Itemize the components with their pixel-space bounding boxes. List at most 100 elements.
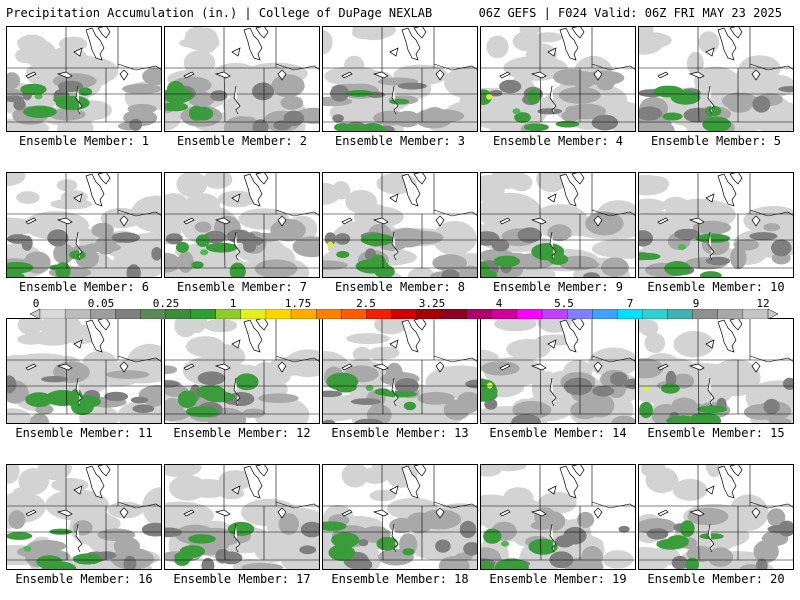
precip-contour <box>638 177 668 196</box>
precip-contour <box>82 350 118 377</box>
precip-contour <box>697 405 727 413</box>
precip-contour <box>49 264 68 271</box>
lake-outline <box>119 69 129 81</box>
lake-outline <box>559 465 579 499</box>
precip-contour <box>738 55 781 82</box>
panel-caption: Ensemble Member: 18 <box>331 572 469 586</box>
lake-outline <box>435 69 445 81</box>
precip-contour <box>638 518 677 535</box>
lake-outline <box>401 465 421 499</box>
precip-contour <box>341 464 369 488</box>
precip-contour <box>638 26 654 43</box>
precip-contour <box>355 259 389 274</box>
lake-outline <box>401 173 421 207</box>
precip-contour <box>535 32 563 43</box>
lake-outline <box>85 319 105 353</box>
ensemble-panel: Ensemble Member: 5 <box>638 26 794 157</box>
lake-outline <box>73 193 83 203</box>
precip-contour <box>354 418 384 424</box>
precip-contour <box>300 521 320 538</box>
precip-contour <box>666 535 689 549</box>
precip-contour <box>638 106 663 121</box>
precip-contour <box>486 93 493 100</box>
state-border <box>697 172 700 269</box>
precip-contour <box>23 105 57 119</box>
state-border <box>749 209 794 217</box>
precip-map <box>164 172 320 278</box>
precip-contour <box>778 520 794 537</box>
precip-contour <box>83 242 122 253</box>
precip-contour <box>200 249 209 256</box>
precip-contour <box>570 400 601 420</box>
lake-outline <box>688 71 705 79</box>
lake-outline <box>233 523 241 553</box>
legend-label: 1.75 <box>284 297 312 310</box>
map-frame <box>6 172 162 278</box>
precip-contour <box>175 241 189 253</box>
precip-contour <box>164 464 202 478</box>
lake-outline <box>214 363 231 371</box>
panel-caption: Ensemble Member: 3 <box>334 134 466 148</box>
precip-contour <box>771 239 792 257</box>
precip-contour <box>322 182 341 205</box>
precip-contour <box>284 349 320 378</box>
legend-arrow <box>30 309 41 319</box>
precip-contour <box>687 507 729 526</box>
lake-outline <box>277 361 287 373</box>
precip-contour <box>707 547 734 567</box>
lake-outline <box>119 215 129 227</box>
precip-contour <box>486 382 493 389</box>
state-border <box>433 501 478 509</box>
precip-contour <box>699 271 722 278</box>
precip-contour <box>638 119 675 132</box>
precip-contour <box>514 112 531 123</box>
state-border <box>117 501 162 509</box>
lake-outline <box>391 231 399 261</box>
legend-swatch <box>441 309 468 319</box>
precip-contour <box>585 211 624 236</box>
lake-outline <box>593 361 603 373</box>
lake-outline <box>559 27 579 61</box>
precip-contour <box>563 526 587 545</box>
precip-contour <box>254 259 298 278</box>
lake-outline <box>243 27 263 61</box>
legend-label: 0.05 <box>87 297 115 310</box>
panel-caption: Ensemble Member: 12 <box>173 426 311 440</box>
lake-outline <box>751 507 761 519</box>
lake-outline <box>547 339 557 349</box>
lake-outline <box>56 363 73 371</box>
precip-contour <box>195 234 210 247</box>
precip-map <box>638 26 794 132</box>
lake-outline <box>73 485 83 495</box>
ensemble-panel: Ensemble Member: 20 <box>638 464 794 595</box>
panel-caption: Ensemble Member: 6 <box>18 280 150 294</box>
precip-contour <box>572 73 589 88</box>
precip-contour <box>763 223 781 232</box>
lake-outline <box>372 217 389 225</box>
precip-contour <box>201 557 215 570</box>
precip-contour <box>534 507 556 527</box>
legend-label: 12 <box>756 297 770 310</box>
precip-contour <box>278 513 299 535</box>
precip-contour <box>197 371 226 386</box>
lake-outline <box>243 319 263 353</box>
precip-map <box>164 26 320 132</box>
precip-contour <box>177 390 197 409</box>
precip-contour <box>547 224 572 242</box>
lake-outline <box>717 319 737 353</box>
ensemble-panel: Ensemble Member: 14 <box>480 318 636 449</box>
panel-caption: Ensemble Member: 14 <box>489 426 627 440</box>
precip-contour <box>417 391 455 405</box>
lake-outline <box>85 465 105 499</box>
lake-outline <box>530 509 547 517</box>
precip-contour <box>13 98 26 111</box>
lake-outline <box>593 507 603 519</box>
map-frame <box>480 26 636 132</box>
precip-contour <box>58 80 84 93</box>
precip-contour <box>583 70 625 86</box>
precip-contour <box>487 178 522 189</box>
legend-label: 0.25 <box>152 297 180 310</box>
precip-contour <box>6 375 17 394</box>
panel-caption: Ensemble Member: 19 <box>489 572 627 586</box>
precip-contour <box>695 233 731 243</box>
